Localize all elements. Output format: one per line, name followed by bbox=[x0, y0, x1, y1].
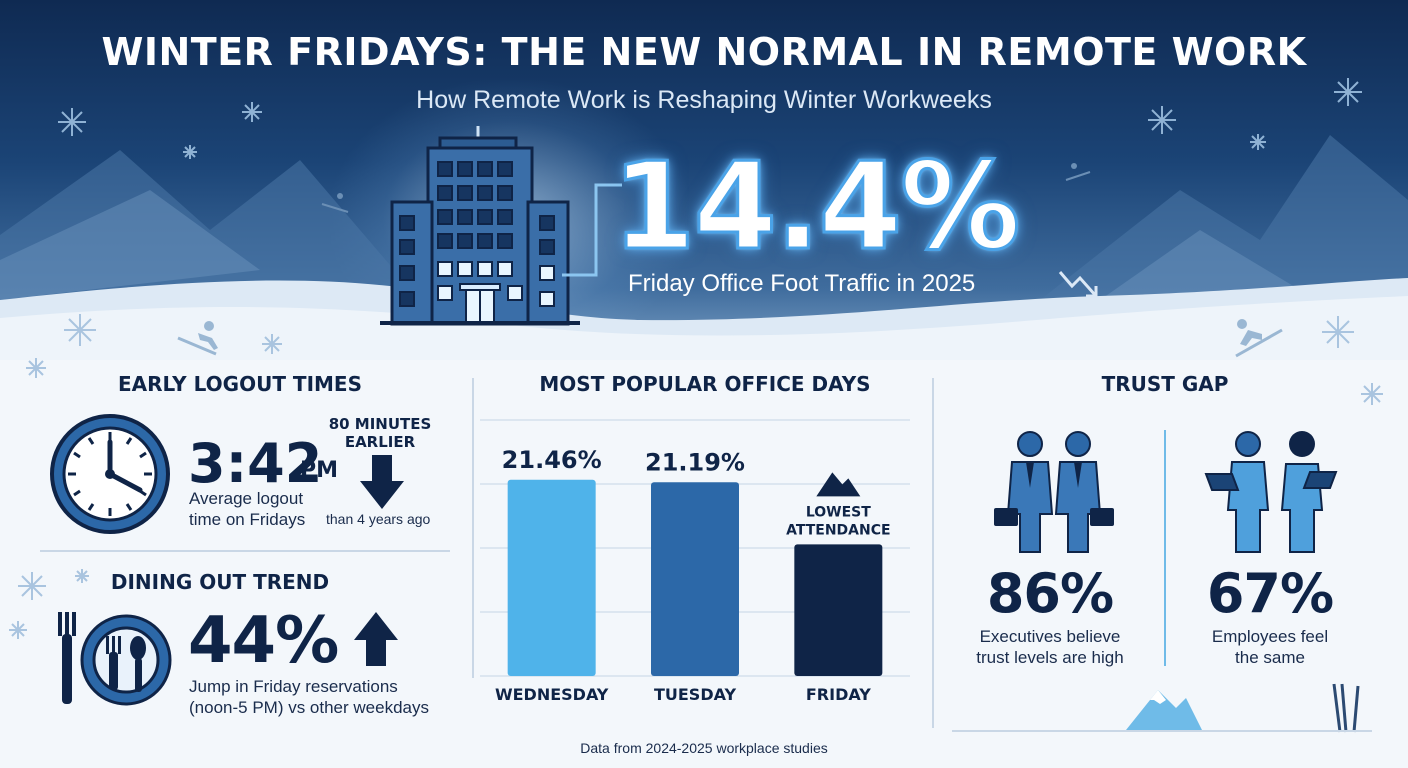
headline-stat-value: 14.4% bbox=[610, 137, 1021, 279]
snowflake-icon bbox=[58, 78, 1362, 159]
bar-wednesday bbox=[507, 479, 596, 676]
divider bbox=[952, 730, 1372, 732]
hero-banner bbox=[0, 0, 1408, 360]
logout-comparison: than 4 years ago bbox=[326, 511, 431, 527]
trend-down-icon bbox=[1058, 271, 1098, 298]
earlier-label-line2: EARLIER bbox=[344, 433, 416, 451]
employees-value: 67% bbox=[1206, 562, 1334, 625]
executives-icon bbox=[994, 431, 1114, 553]
page-title: WINTER FRIDAYS: THE NEW NORMAL IN REMOTE… bbox=[101, 30, 1307, 74]
skier-icon bbox=[177, 321, 218, 356]
arrow-down-icon bbox=[360, 455, 404, 509]
dining-title: DINING OUT TREND bbox=[110, 570, 330, 594]
executives-value: 86% bbox=[986, 562, 1114, 625]
plate-cutlery-icon bbox=[58, 612, 172, 706]
employees-icon bbox=[1204, 431, 1338, 553]
category-label: TUESDAY bbox=[654, 685, 736, 704]
divider bbox=[1164, 430, 1166, 666]
clock-icon bbox=[50, 414, 170, 534]
skier-icon bbox=[1235, 319, 1283, 358]
divider bbox=[932, 378, 934, 728]
office-building-icon bbox=[380, 126, 580, 326]
dining-value: 44% bbox=[188, 604, 339, 678]
divider bbox=[472, 378, 474, 678]
logout-description-line2: time on Fridays bbox=[189, 510, 306, 529]
category-label: FRIDAY bbox=[806, 685, 871, 704]
page-subtitle: How Remote Work is Reshaping Winter Work… bbox=[416, 86, 992, 114]
annotation-lowest: LOWEST bbox=[806, 504, 871, 520]
employees-label-line2: the same bbox=[1235, 648, 1305, 667]
mountains-background bbox=[0, 135, 1408, 300]
earlier-label: 80 MINUTES EARLIER bbox=[322, 415, 438, 451]
executives-label-line2: trust levels are high bbox=[976, 648, 1124, 667]
bar-friday bbox=[794, 544, 883, 676]
arrow-up-icon bbox=[354, 612, 398, 666]
annotation-attendance: ATTENDANCE bbox=[786, 522, 890, 538]
bar-tuesday bbox=[651, 482, 739, 676]
logout-description-line1: Average logout bbox=[189, 489, 304, 508]
footer-source: Data from 2024-2025 workplace studies bbox=[580, 740, 828, 756]
office-days-title: MOST POPULAR OFFICE DAYS bbox=[539, 372, 871, 396]
skier-icon bbox=[321, 163, 1091, 213]
snowfield bbox=[0, 278, 1408, 360]
office-days-bar-chart: 21.46% WEDNESDAY 21.19% TUESDAY FRIDAY LOWEST… bbox=[480, 419, 910, 704]
earlier-label-line1: 80 MINUTES bbox=[328, 415, 432, 433]
mountain-icon bbox=[816, 472, 861, 497]
headline-stat-label: Friday Office Foot Traffic in 2025 bbox=[628, 270, 976, 297]
employees-label-line1: Employees feel bbox=[1211, 627, 1329, 646]
skis-icon bbox=[1332, 683, 1360, 733]
executives-label-line1: Executives believe bbox=[979, 627, 1121, 646]
trust-title: TRUST GAP bbox=[1101, 372, 1229, 396]
logout-time-suffix: PM bbox=[300, 458, 339, 483]
bar-value-label: 21.19% bbox=[645, 448, 745, 476]
logout-time: 3:42 bbox=[188, 432, 323, 495]
dining-description-line2: (noon-5 PM) vs other weekdays bbox=[189, 698, 429, 717]
mountain-icon bbox=[1126, 690, 1202, 730]
divider bbox=[40, 550, 450, 552]
bar-value-label: 21.46% bbox=[502, 446, 602, 474]
connector-line bbox=[562, 183, 622, 277]
category-label: WEDNESDAY bbox=[495, 685, 609, 704]
logout-title: EARLY LOGOUT TIMES bbox=[118, 372, 362, 396]
dining-description-line1: Jump in Friday reservations bbox=[189, 677, 398, 696]
